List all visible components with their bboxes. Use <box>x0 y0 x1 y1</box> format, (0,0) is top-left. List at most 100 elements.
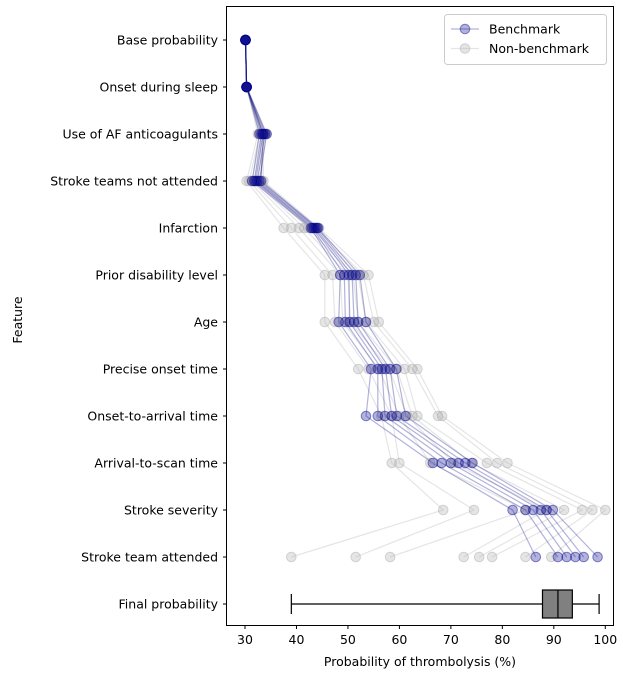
data-point <box>453 457 464 469</box>
data-point <box>258 175 269 187</box>
series-line <box>244 39 445 558</box>
data-point <box>319 269 331 281</box>
y-tick-label: Arrival-to-scan time <box>94 456 218 471</box>
data-point <box>241 81 252 93</box>
data-point <box>241 81 252 93</box>
data-point <box>256 175 268 187</box>
data-point <box>255 128 266 140</box>
data-point <box>350 551 362 563</box>
data-point <box>254 128 266 140</box>
data-point <box>412 363 423 375</box>
series-line <box>244 39 607 558</box>
data-point <box>386 410 398 422</box>
series-line <box>244 39 476 558</box>
data-point <box>412 410 423 422</box>
points-layer <box>240 34 611 563</box>
data-point <box>286 551 297 563</box>
data-point <box>311 222 323 234</box>
data-point <box>363 269 374 281</box>
data-point <box>261 128 272 140</box>
y-tick-label: Age <box>194 315 218 330</box>
data-point <box>241 81 252 93</box>
data-point <box>240 34 251 46</box>
y-tick-label: Infarction <box>159 221 218 236</box>
x-axis-label: Probability of thrombolysis (%) <box>324 654 516 669</box>
data-point <box>307 222 318 234</box>
data-point <box>258 128 269 140</box>
data-point <box>342 269 354 281</box>
data-point <box>407 363 418 375</box>
data-point <box>241 81 252 93</box>
data-point <box>372 410 384 422</box>
data-point <box>249 175 260 187</box>
data-point <box>310 222 322 234</box>
data-point <box>286 222 297 234</box>
series-line <box>244 39 576 558</box>
data-point <box>352 269 364 281</box>
data-point <box>240 34 251 46</box>
data-point <box>258 128 269 140</box>
data-point <box>333 316 345 328</box>
x-axis: 30 40 50 60 70 80 90 100 <box>237 625 617 647</box>
y-tick-label: Prior disability level <box>95 268 218 283</box>
data-point <box>241 81 252 93</box>
x-tick-label: 60 <box>391 632 407 647</box>
data-point <box>352 316 364 328</box>
data-point <box>252 128 264 140</box>
data-point <box>243 175 255 187</box>
data-point <box>561 551 573 563</box>
data-point <box>360 410 372 422</box>
data-point <box>259 128 271 140</box>
data-point <box>354 269 366 281</box>
data-point <box>241 81 252 93</box>
data-point <box>468 504 480 516</box>
data-point <box>365 363 377 375</box>
data-point <box>298 222 310 234</box>
data-point <box>303 222 314 234</box>
data-point <box>347 269 359 281</box>
data-point <box>344 316 355 328</box>
series-line <box>244 39 585 558</box>
data-point <box>306 222 318 234</box>
data-point <box>352 363 364 375</box>
series-line <box>244 39 584 558</box>
x-tick-label: 100 <box>593 632 617 647</box>
data-point <box>458 551 470 563</box>
data-point <box>340 316 351 328</box>
data-point <box>319 316 331 328</box>
data-point <box>373 363 385 375</box>
x-tick-label: 50 <box>340 632 356 647</box>
data-point <box>241 81 252 93</box>
y-tick-label: Use of AF anticoagulants <box>62 127 218 142</box>
x-tick-label: 90 <box>546 632 562 647</box>
data-point <box>257 128 269 140</box>
series-line <box>244 39 566 558</box>
data-point <box>467 457 478 469</box>
data-point <box>386 410 398 422</box>
data-point <box>308 222 320 234</box>
data-point <box>380 363 391 375</box>
data-point <box>240 34 251 46</box>
data-point <box>460 457 471 469</box>
data-point <box>261 128 272 140</box>
data-point <box>310 222 321 234</box>
data-point <box>240 34 251 46</box>
data-point <box>346 269 358 281</box>
data-point <box>502 457 513 469</box>
data-point <box>368 316 380 328</box>
data-point <box>520 504 531 516</box>
data-point <box>343 269 355 281</box>
x-tick-label: 70 <box>443 632 459 647</box>
data-point <box>334 269 346 281</box>
data-point <box>520 504 531 516</box>
data-point <box>372 363 384 375</box>
data-point <box>360 316 372 328</box>
y-tick-label: Onset during sleep <box>100 80 219 95</box>
data-point <box>507 504 518 516</box>
data-point <box>256 128 267 140</box>
data-point <box>379 410 391 422</box>
data-point <box>427 457 439 469</box>
data-point <box>391 363 402 375</box>
data-point <box>327 269 338 281</box>
data-point <box>254 175 265 187</box>
